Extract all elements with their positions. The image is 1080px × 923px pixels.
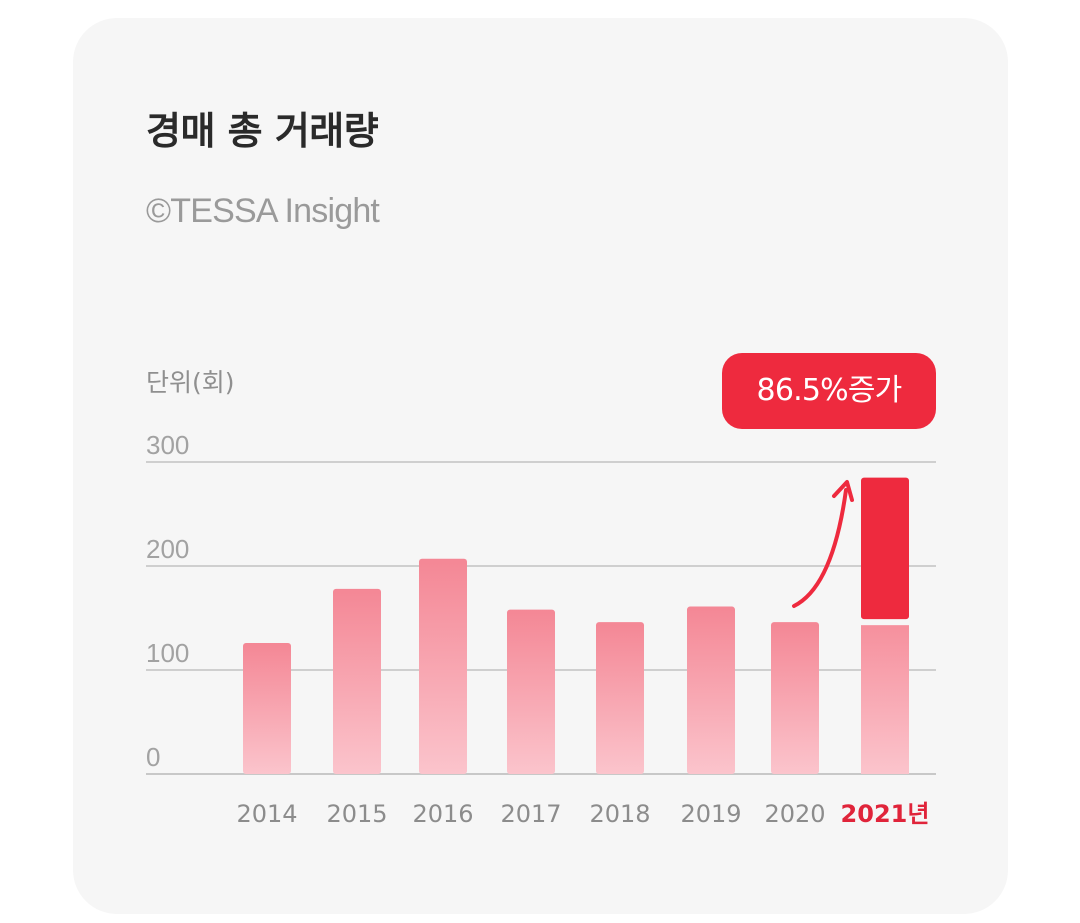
x-tick-label: 2017	[500, 800, 561, 828]
increase-arrowhead	[832, 480, 854, 502]
increase-badge: 86.5%증가	[722, 353, 936, 429]
chart-source: ©TESSA Insight	[146, 192, 380, 230]
y-tick-label: 100	[146, 638, 189, 668]
x-tick-label: 2021년	[841, 800, 930, 828]
x-tick-label: 2019	[680, 800, 741, 828]
bar-2018	[596, 622, 644, 774]
bar-2014	[243, 642, 291, 774]
bar-2016	[419, 558, 467, 774]
bar-2021년-increase	[861, 477, 909, 620]
bar-2021년-base	[861, 625, 909, 774]
x-tick-label: 2020	[764, 800, 825, 828]
x-tick-label: 2018	[589, 800, 650, 828]
x-tick-label: 2016	[412, 800, 473, 828]
bar-2019	[687, 606, 735, 774]
bars-layer	[243, 477, 909, 774]
x-tick-label: 2015	[326, 800, 387, 828]
bar-2020	[771, 622, 819, 774]
arrow-layer	[792, 480, 854, 608]
bar-2015	[333, 588, 381, 774]
increase-arrow	[792, 488, 848, 608]
chart-title: 경매 총 거래량	[146, 109, 379, 153]
y-tick-label: 0	[146, 742, 160, 772]
y-tick-label: 300	[146, 430, 189, 460]
bar-2017	[507, 609, 555, 774]
unit-label: 단위(회)	[146, 368, 235, 397]
y-tick-label: 200	[146, 534, 189, 564]
labels-layer: 0 100 200 300 2014 2015 2016 2017 2018 2019 2020 20…	[146, 430, 929, 828]
x-tick-label: 2014	[236, 800, 297, 828]
